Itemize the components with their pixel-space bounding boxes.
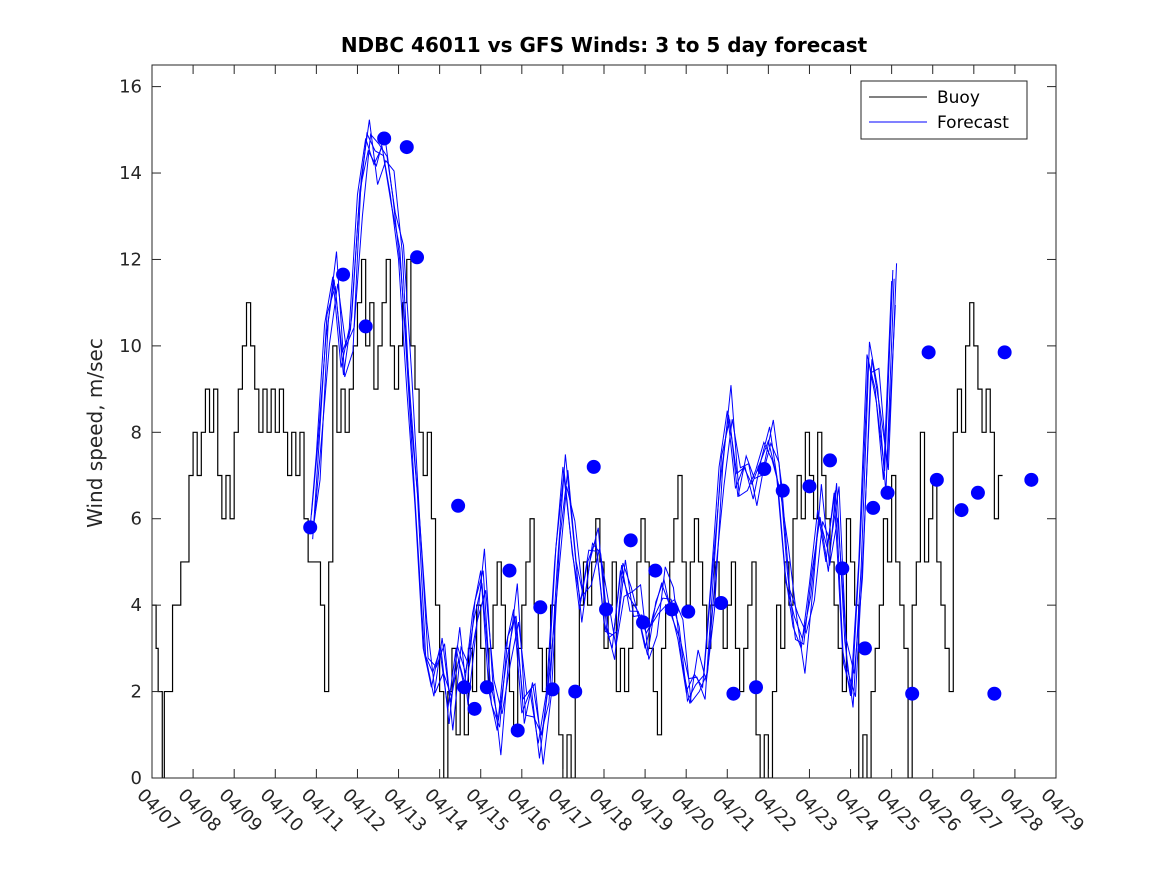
forecast-marker [726,686,741,701]
y-tick-label: 8 [131,422,142,443]
forecast-marker [823,453,837,468]
forecast-marker [749,680,764,695]
forecast-marker [835,561,850,576]
forecast-marker [775,483,790,498]
y-tick-label: 2 [131,682,142,703]
forecast-marker [1024,472,1039,487]
forecast-line [314,133,898,765]
forecast-line [313,119,896,756]
forecast-marker [533,600,548,615]
forecast-marker [664,602,679,617]
forecast-marker [479,680,494,695]
forecast-marker [510,723,525,738]
forecast-marker [623,533,638,548]
forecast-marker [457,680,472,695]
y-tick-label: 0 [131,768,142,789]
forecast-marker [502,563,517,578]
forecast-marker [905,686,920,701]
forecast-marker-layer [303,131,1039,738]
forecast-marker [866,500,881,515]
forecast-marker [467,701,482,716]
forecast-marker [648,563,663,578]
forecast-marker [336,267,351,282]
chart-title: NDBC 46011 vs GFS Winds: 3 to 5 day fore… [341,33,868,57]
forecast-marker [545,682,560,697]
forecast-marker [802,479,817,494]
forecast-marker [921,345,936,360]
y-tick-label: 4 [131,595,142,616]
forecast-marker [636,615,651,630]
forecast-marker [358,319,373,334]
forecast-marker [568,684,583,699]
forecast-marker [987,686,1002,701]
y-axis-label: Wind speed, m/sec [83,338,107,528]
y-tick-label: 12 [119,249,142,270]
forecast-marker [880,485,895,500]
forecast-marker [857,641,872,656]
forecast-marker [410,250,425,265]
forecast-marker [997,345,1012,360]
forecast-marker [303,520,318,535]
forecast-marker [586,459,601,474]
forecast-marker [954,503,969,518]
forecast-series-layer [309,119,898,765]
y-tick-label: 16 [119,77,142,98]
forecast-marker [757,462,772,477]
y-tick-label: 14 [119,163,142,184]
forecast-marker [714,595,729,610]
forecast-line [310,131,894,759]
forecast-marker [929,472,944,487]
legend-box [860,80,1028,140]
forecast-marker [377,131,392,146]
forecast-marker [399,140,414,155]
forecast-marker [681,604,696,619]
legend-label-buoy: Buoy [937,88,980,108]
legend-label-forecast: Forecast [937,113,1009,133]
y-tick-label: 10 [119,336,142,357]
forecast-marker [970,485,985,500]
forecast-marker [599,602,614,617]
y-axis-ticks: 0 2 4 6 8 10 12 14 16 [119,77,1056,789]
y-tick-label: 6 [131,509,142,530]
legend: Buoy Forecast [860,80,1028,140]
forecast-marker [451,498,466,513]
